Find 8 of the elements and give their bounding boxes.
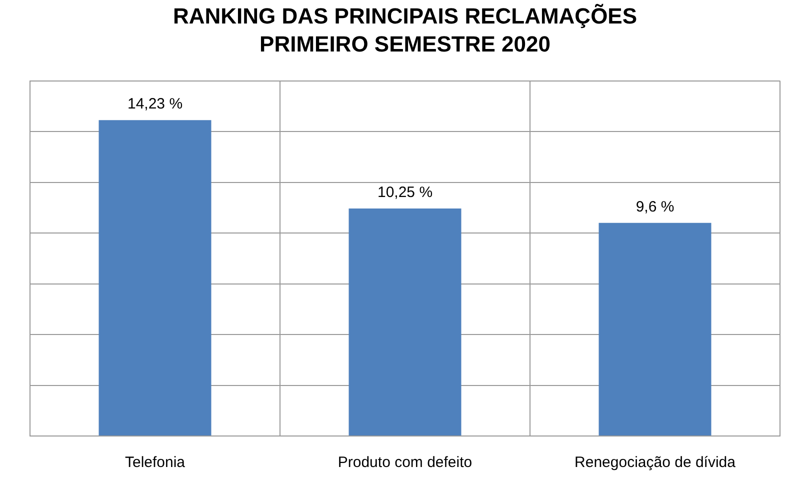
data-label: 9,6 % [636, 198, 674, 216]
data-label: 14,23 % [127, 96, 183, 113]
x-tick-label: Produto com defeito [338, 454, 472, 472]
chart-title: RANKING DAS PRINCIPAIS RECLAMAÇÕES [172, 3, 638, 28]
x-tick-label: Telefonia [124, 454, 186, 472]
x-tick-label: Renegociação de dívida [574, 454, 736, 472]
data-label: 10,25 % [377, 184, 433, 202]
chart-subtitle: PRIMEIRO SEMESTRE 2020 [260, 32, 550, 57]
